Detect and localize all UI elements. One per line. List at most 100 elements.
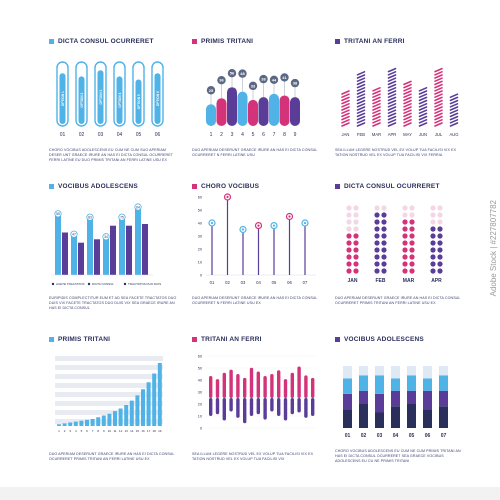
bar — [68, 422, 73, 426]
bar-stripe — [403, 112, 412, 118]
bar — [62, 423, 67, 426]
dot — [437, 268, 443, 274]
bar-stripe — [341, 93, 350, 99]
stack-segment — [375, 412, 384, 428]
dot — [430, 247, 436, 253]
panel-6: DICTA CONSUL OCURRERET JAN FEB MAR APR DUO … — [335, 183, 465, 318]
x-tick-label: 06 — [287, 280, 292, 285]
x-tick-label: FEB — [357, 132, 365, 137]
dot — [409, 268, 415, 274]
pin-marker-icon — [280, 73, 289, 82]
bar — [135, 207, 141, 275]
bar-lower — [311, 398, 315, 416]
data-label: 64 — [136, 205, 140, 209]
bar-stripe — [418, 115, 428, 121]
bar — [126, 225, 132, 275]
dot — [402, 205, 408, 211]
bar-stripe — [387, 99, 397, 105]
x-tick-label: 03 — [377, 433, 383, 439]
dot — [402, 226, 408, 232]
lollipop-center — [257, 224, 260, 227]
bar-stripe — [387, 80, 397, 86]
dot — [430, 205, 436, 211]
bar-stripe — [418, 112, 428, 118]
pin-marker-icon — [269, 75, 279, 84]
panel-1: DICTA CONSUL OCURRERET OPTION 1 01 OPTION … — [49, 38, 179, 173]
bar-lower — [215, 398, 220, 415]
bar — [129, 400, 134, 426]
x-tick-label: 11 — [113, 429, 116, 433]
bar-stripe — [418, 90, 428, 95]
dot — [381, 247, 387, 253]
bar-stripe — [449, 103, 459, 108]
x-tick-label: 4 — [241, 132, 244, 138]
bar — [71, 234, 77, 275]
panel-8-title-text: TRITANI AN FERRI — [201, 336, 262, 343]
x-tick-label: 17 — [147, 429, 151, 433]
x-tick-label: 02 — [361, 433, 367, 439]
panel-7-desc: DUO APERIAM DESERUNT GRAECE IRURE AN HAS… — [49, 452, 175, 461]
dot — [402, 268, 408, 274]
bar — [57, 424, 61, 426]
stack-segment — [359, 366, 368, 376]
x-tick-label: MAY — [403, 132, 412, 137]
dot — [353, 205, 359, 211]
panel-6-desc: DUO APERIAM DESERUNT GRAECE IRURE AN HAS… — [335, 296, 461, 305]
stack-segment — [375, 375, 384, 394]
stack-segment — [423, 378, 432, 391]
bar-stripe — [418, 119, 428, 124]
panel-3-desc: SEA ILLUM LEGERE NOSTRUD VEL EX VOLUP TU… — [335, 148, 457, 157]
data-label: 33 — [251, 83, 256, 88]
x-tick-label: 1 — [58, 429, 60, 433]
stack-segment — [343, 409, 352, 428]
x-tick-label: 7 — [92, 429, 94, 433]
chart-7: 1 2 3 4 5 6 7 8 9 10 11 12 13 14 15 16 17 18 19 — [55, 356, 163, 433]
bar-stripe — [387, 96, 397, 102]
legend-dot-icon — [123, 282, 127, 286]
bar-stripe — [372, 99, 381, 105]
bar-stripe — [356, 96, 366, 102]
bar — [101, 415, 106, 426]
bar — [248, 99, 258, 126]
background-band — [55, 392, 163, 397]
bar-stripe — [434, 122, 443, 127]
bar-lower — [277, 398, 281, 416]
bar — [85, 419, 89, 426]
data-label: 75 — [120, 216, 124, 220]
bar-stripe — [434, 74, 443, 79]
panel-2-desc: DUO APERIAM DESERUNT GRAECE IRURE AN HAS… — [192, 148, 318, 157]
stack-segment — [439, 406, 448, 428]
bar — [62, 232, 68, 275]
bar-stripe — [434, 67, 443, 73]
watermark: Adobe Stock | #227807782 — [489, 200, 498, 297]
pin-marker-icon — [238, 69, 247, 78]
dot — [346, 247, 352, 253]
y-tick-label: 40 — [198, 222, 202, 226]
bar-stripe — [403, 93, 412, 99]
y-tick-label: 0 — [200, 274, 202, 278]
pin-marker-icon — [217, 76, 226, 85]
bar-stripe — [434, 90, 443, 95]
dot — [346, 233, 352, 239]
stack-segment — [439, 366, 448, 376]
dot — [430, 254, 436, 260]
dot — [437, 226, 443, 232]
data-label: 48 — [240, 71, 245, 76]
pin-marker-icon — [248, 81, 258, 91]
x-tick-label: 19 — [158, 429, 162, 433]
stack-segment — [343, 366, 352, 379]
chart-9: 01 02 03 04 05 06 07 — [343, 366, 448, 439]
bar — [90, 419, 95, 426]
bar-stripe — [434, 103, 443, 108]
y-tick-label: 40 — [198, 379, 202, 383]
pin-marker-icon — [206, 86, 216, 95]
dot — [430, 268, 436, 274]
bar-stripe — [341, 122, 350, 127]
data-label: 56 — [230, 71, 235, 76]
dot — [409, 261, 415, 267]
bar-option-label: OPTION 5 — [137, 94, 141, 109]
dot — [430, 261, 436, 267]
bar-stripe — [387, 109, 397, 114]
bar-stripe — [356, 70, 366, 76]
bar-stripe — [356, 122, 366, 127]
